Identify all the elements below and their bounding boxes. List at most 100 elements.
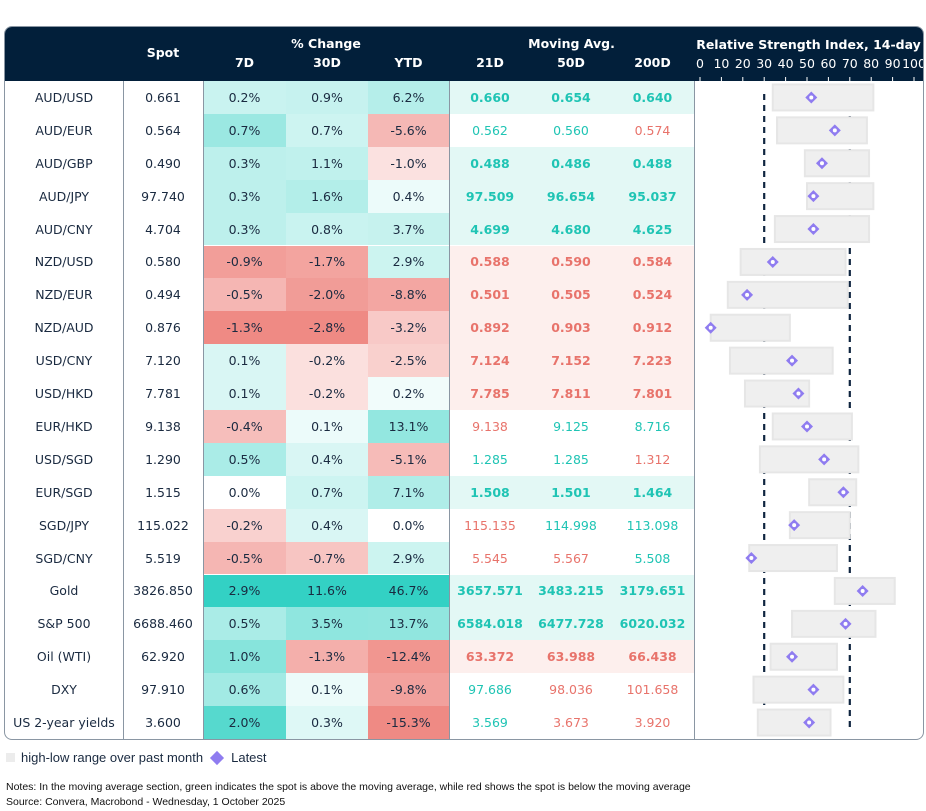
instrument-name: DXY [51,682,77,698]
spot-value: 7.120 [145,353,181,369]
moving-avg-value: 8.716 [634,418,671,434]
moving-avg-value: 114.998 [545,517,597,533]
spot-value: 0.580 [145,254,181,270]
rsi-marker-center [841,490,846,495]
table-row: AUD/EUR 0.564 0.7% 0.7% -5.6% 0.562 0.560 0.57… [5,113,923,147]
moving-avg-value: 3657.571 [457,583,523,599]
spot-value: 4.704 [145,221,181,237]
moving-avg-value: 0.488 [470,155,510,171]
moving-avg-value: 7.223 [632,353,673,369]
moving-avg-value: 4.680 [551,221,591,237]
instrument-name: Oil (WTI) [36,649,92,665]
table-row: AUD/GBP 0.490 0.3% 1.1% -1.0% 0.488 0.486 0.48… [5,146,923,180]
rsi-range-box [803,149,871,178]
rsi-tick-label: 50 [799,56,815,71]
instrument-name: SGD/JPY [38,517,90,533]
header-50d: 50D [557,55,585,70]
spot-value: 97.740 [141,188,185,204]
ma-row-bg [449,245,694,279]
pct-change-d30: 1.1% [286,146,368,180]
pct-change-ytd: -2.5% [368,344,449,378]
moving-avg-value: 0.501 [470,287,510,303]
pct-change-d7: 0.5% [203,442,286,476]
moving-avg-value: 0.912 [632,320,673,336]
rsi-tick-label: 80 [863,56,879,71]
pct-change-d30: 0.7% [286,475,368,509]
rsi-tick-label: 30 [756,56,772,71]
spot-value: 3.600 [145,715,181,731]
instrument-name: USD/CNY [35,353,93,369]
pct-change-d7: 0.3% [203,212,286,246]
moving-avg-value: 5.508 [634,550,671,566]
pct-change-d7: 2.9% [203,574,286,608]
fx-table: Spot % Change 7D 30D YTD Moving Avg. 21D… [4,26,924,740]
spot-value: 0.494 [145,287,181,303]
ma-row-bg [449,179,694,213]
table-row: DXY 97.910 0.6% 0.1% -9.8% 97.686 98.036 101.6… [5,673,923,707]
pct-change-d30: 0.3% [286,706,368,739]
legend-range: high-low range over past month [21,750,204,765]
pct-change-d7: 0.3% [203,146,286,180]
spot-value: 0.661 [145,89,181,105]
instrument-name: AUD/JPY [38,188,90,204]
range-box-icon [6,753,15,762]
rsi-range-box [769,642,838,671]
moving-avg-value: 0.486 [551,155,591,171]
moving-avg-value: 9.138 [472,418,508,434]
rsi-marker-center [809,95,814,100]
table-row: Gold 3826.850 2.9% 11.6% 46.7% 3657.571 3483.… [5,574,923,608]
pct-change-d30: -0.2% [286,344,368,378]
rsi-marker-center [792,523,797,528]
rsi-marker-center [790,358,795,363]
rsi-marker-center [843,621,848,626]
moving-avg-value: 0.640 [632,89,673,105]
rsi-marker-center [770,259,775,264]
moving-avg-value: 0.574 [634,122,671,138]
rsi-marker-center [811,687,816,692]
table-row: EUR/SGD 1.515 0.0% 0.7% 7.1% 1.508 1.501 1.464 [5,475,923,509]
moving-avg-value: 0.590 [551,254,591,270]
pct-change-ytd: 13.1% [368,410,449,443]
pct-change-ytd: 0.2% [368,377,449,410]
pct-change-d30: 0.1% [286,410,368,443]
header-ytd: YTD [394,55,423,70]
rsi-range-box [728,346,834,375]
instrument-name: EUR/SGD [35,484,93,500]
pct-change-ytd: -9.8% [368,673,449,707]
moving-avg-value: 96.654 [546,188,596,204]
moving-avg-value: 63.372 [465,649,515,665]
ma-row-bg [449,146,694,180]
table-row: AUD/CNY 4.704 0.3% 0.8% 3.7% 4.699 4.680 4.625 [5,212,923,246]
moving-avg-value: 63.988 [546,649,596,665]
moving-avg-value: 5.567 [553,550,589,566]
pct-change-d7: -0.9% [203,245,286,279]
moving-avg-value: 0.560 [553,122,589,138]
ma-row-bg [449,278,694,312]
spot-value: 97.910 [141,682,185,698]
rsi-range-box [756,708,832,737]
spot-value: 0.490 [145,155,181,171]
pct-change-d7: 0.1% [203,377,286,410]
pct-change-d30: 11.6% [286,574,368,608]
moving-avg-value: 4.699 [470,221,510,237]
rsi-tick-label: 100 [902,56,923,71]
instrument-name: AUD/GBP [35,155,93,171]
pct-change-d30: 0.4% [286,442,368,476]
moving-avg-value: 6020.032 [619,616,686,632]
instrument-name: NZD/EUR [35,287,93,303]
pct-change-d7: 0.2% [203,81,286,114]
pct-change-d7: 0.1% [203,344,286,378]
moving-avg-value: 115.135 [464,517,516,533]
moving-avg-value: 97.686 [468,682,512,698]
table-row: EUR/HKD 9.138 -0.4% 0.1% 13.1% 9.138 9.125 8.7… [5,410,923,443]
pct-change-ytd: 2.9% [368,541,449,575]
rsi-range-box [758,445,860,474]
moving-avg-value: 3.673 [553,715,589,731]
pct-change-ytd: 3.7% [368,212,449,246]
moving-avg-value: 6584.018 [457,616,523,632]
rsi-tick-label: 70 [842,56,858,71]
rsi-marker-center [860,588,865,593]
rsi-marker-center [811,194,816,199]
pct-change-d30: -0.7% [286,541,368,575]
moving-avg-value: 0.903 [551,320,591,336]
